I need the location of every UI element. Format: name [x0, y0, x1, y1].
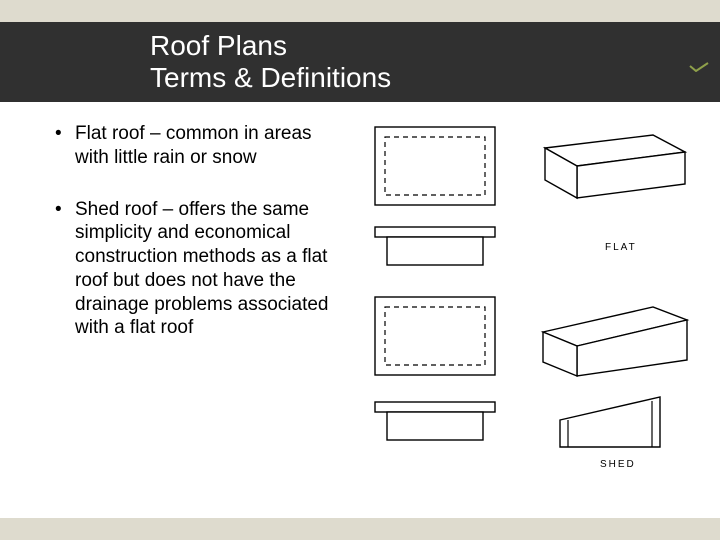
roof-diagrams: FLAT SHED: [360, 122, 710, 512]
flat-roof-iso-icon: [545, 135, 685, 198]
top-accent-strip: [0, 0, 720, 22]
shed-roof-side-icon: [560, 397, 660, 447]
bottom-accent-strip: [0, 518, 720, 540]
shed-roof-front-icon: [375, 402, 495, 440]
title-line-1: Roof Plans: [150, 30, 287, 61]
title-line-2: Terms & Definitions: [150, 62, 391, 93]
accent-checkmark-icon: [688, 62, 710, 72]
flat-roof-plan-icon: [375, 127, 495, 205]
title-bar: Roof Plans Terms & Definitions: [0, 22, 720, 102]
bullet-item: Flat roof – common in areas with little …: [30, 122, 350, 170]
bullet-list: Flat roof – common in areas with little …: [30, 122, 360, 512]
bullet-item: Shed roof – offers the same simplicity a…: [30, 198, 350, 341]
shed-label: SHED: [600, 459, 636, 470]
flat-label: FLAT: [605, 242, 637, 253]
shed-roof-iso-icon: [543, 307, 687, 376]
flat-roof-front-icon: [375, 227, 495, 265]
content-area: Flat roof – common in areas with little …: [0, 102, 720, 522]
slide-title: Roof Plans Terms & Definitions: [150, 30, 391, 94]
shed-roof-plan-icon: [375, 297, 495, 375]
